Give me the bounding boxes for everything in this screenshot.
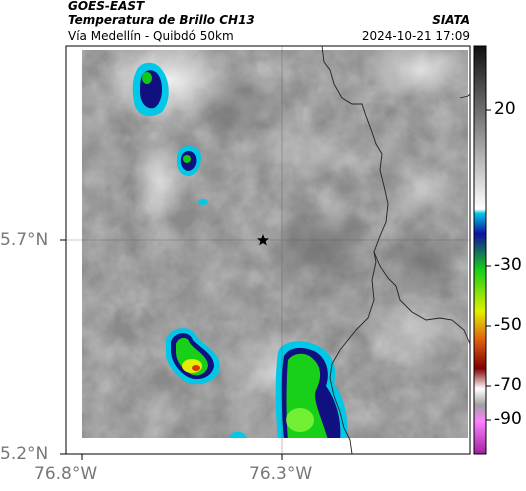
product-title: Temperatura de Brillo CH13 [68, 13, 255, 27]
lat-tick-5-2: 5.2°N [0, 444, 49, 464]
satellite-image [82, 50, 468, 438]
datetime-label: 2024-10-21 17:09 [361, 29, 470, 43]
department-boundary-south [329, 251, 377, 455]
lon-tick-76-3: 76.3°W [249, 464, 313, 484]
agency-label: SIATA [432, 13, 470, 27]
colorbar-tick-minus70: -70 [494, 375, 522, 395]
lon-tick-76-8: 76.8°W [34, 464, 98, 484]
convective-cell-1 [132, 62, 169, 117]
colorbar-tick-minus50: -50 [494, 315, 522, 335]
star-icon [257, 234, 269, 246]
colorbar-tick-minus90: -90 [494, 409, 522, 429]
convective-cell-2 [176, 146, 201, 177]
convective-cell-3 [166, 328, 220, 385]
colorbar-tick-minus30: -30 [494, 255, 522, 275]
convective-cell-4 [275, 341, 348, 438]
department-boundary [321, 45, 471, 345]
region-subtitle: Vía Medellín - Quibdó 50km [68, 29, 234, 43]
colorbar-tick-20: 20 [494, 99, 516, 119]
lat-tick-5-7: 5.7°N [0, 230, 49, 250]
source-title: GOES-EAST [68, 0, 145, 13]
colorbar [473, 45, 487, 455]
